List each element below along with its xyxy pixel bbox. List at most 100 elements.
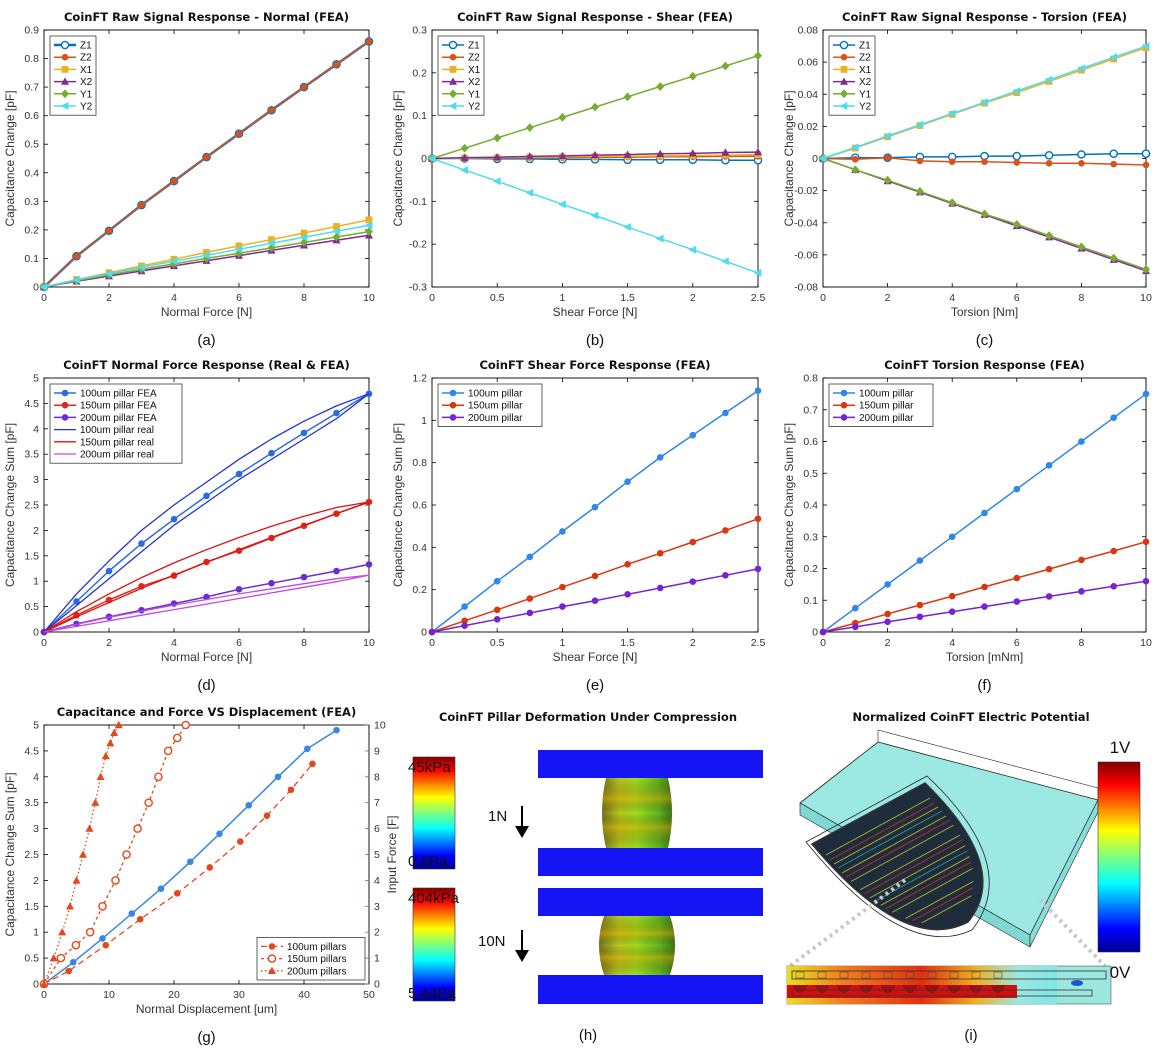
- chart-g: Capacitance and Force VS Displacement (F…: [3, 705, 399, 1046]
- y-axis-label-e: Capacitance Change Sum [pF]: [391, 423, 405, 587]
- data-point: [852, 623, 859, 631]
- y-tick-label: 0.3: [412, 25, 427, 37]
- data-point: [980, 98, 988, 107]
- legend-marker: [449, 66, 457, 73]
- legend-marker: [449, 389, 457, 397]
- data-point: [263, 812, 271, 819]
- data-point: [591, 597, 599, 604]
- data-point: [722, 527, 729, 534]
- legend-marker: [449, 414, 457, 421]
- data-point: [754, 515, 762, 523]
- y-tick-label: 0: [33, 979, 39, 991]
- chart-title-a: CoinFT Raw Signal Response - Normal (FEA…: [64, 10, 349, 24]
- y-tick-label: 3: [33, 823, 39, 835]
- legend-label: Y1: [859, 89, 872, 100]
- data-point: [170, 515, 178, 523]
- y-tick-label: -0.08: [794, 282, 818, 294]
- y-tick-label: 0.9: [24, 25, 39, 37]
- strip-cell: [883, 971, 893, 979]
- data-point: [300, 229, 308, 237]
- caption-e: (e): [586, 677, 604, 694]
- strip-cell: [861, 971, 871, 979]
- data-point: [558, 200, 566, 209]
- y-right-tick-label: 0: [374, 979, 380, 991]
- data-point: [202, 254, 211, 263]
- legend-label: 200um pillar real: [80, 450, 154, 461]
- y-tick-label: 1.5: [24, 901, 39, 913]
- y-tick-label: 0.3: [803, 531, 818, 543]
- data-point: [590, 211, 599, 220]
- x-tick-label: 2: [106, 292, 112, 304]
- bottom-colorbar-min: 5.44Pa: [408, 985, 456, 1002]
- data-point: [1110, 547, 1117, 555]
- y-tick-label: 0.02: [798, 121, 819, 133]
- data-point: [300, 238, 308, 247]
- y-axis-label-f: Capacitance Change Sum [pF]: [782, 423, 796, 587]
- data-point: [656, 82, 665, 91]
- chart-a: CoinFT Raw Signal Response - Normal (FEA…: [3, 10, 375, 349]
- chart-title-f: CoinFT Torsion Response (FEA): [884, 358, 1085, 372]
- data-point: [1045, 565, 1053, 573]
- legend-label: 150um pillar: [859, 401, 914, 412]
- legend-marker: [449, 53, 457, 61]
- data-point: [559, 583, 566, 591]
- chart-title-c: CoinFT Raw Signal Response - Torsion (FE…: [842, 10, 1127, 24]
- x-axis-label-b: Shear Force [N]: [553, 305, 638, 319]
- load-10n-label: 10N: [478, 933, 506, 950]
- caption-a: (a): [197, 332, 215, 349]
- data-point: [916, 613, 924, 621]
- x-tick-label: 30: [233, 989, 245, 1001]
- load-1n-label: 1N: [488, 808, 507, 825]
- chart-title-e: CoinFT Shear Force Response (FEA): [479, 358, 710, 372]
- y-right-axis-label: Input Force [F]: [385, 815, 399, 893]
- data-point: [268, 106, 275, 114]
- data-point: [656, 454, 664, 461]
- y-tick-label: 0.2: [24, 224, 39, 236]
- data-point: [591, 503, 599, 511]
- arrow-down-icon: [515, 930, 529, 962]
- data-point: [1077, 150, 1086, 159]
- legend-label: 200um pillar: [859, 413, 914, 424]
- chart-title-d: CoinFT Normal Force Response (Real & FEA…: [63, 358, 350, 372]
- zoom-line-right: [1038, 898, 1107, 968]
- data-point: [169, 257, 178, 266]
- data-point: [73, 598, 80, 605]
- y-tick-label: 0: [33, 627, 39, 639]
- legend-marker: [267, 954, 277, 963]
- bottom-colorbar-max: 404kPa: [408, 890, 460, 907]
- data-point: [1141, 149, 1151, 158]
- y-tick-label: 0.5: [24, 953, 39, 965]
- data-point: [138, 201, 145, 209]
- data-point: [170, 259, 178, 269]
- y-tick-label: 4: [33, 423, 39, 435]
- data-point: [300, 573, 308, 581]
- data-point: [66, 902, 74, 910]
- data-point: [99, 935, 106, 942]
- data-point: [915, 120, 924, 129]
- panel-h-caption: (h): [579, 1027, 597, 1044]
- data-point: [428, 628, 436, 636]
- data-point: [300, 83, 308, 91]
- data-point: [39, 283, 48, 291]
- x-tick-label: 0: [41, 637, 47, 649]
- legend-marker: [60, 40, 70, 50]
- legend-label: 150um pillar real: [80, 437, 154, 448]
- data-point: [852, 156, 859, 163]
- y-tick-label: 1.2: [412, 373, 427, 385]
- strip-bump: [858, 984, 874, 993]
- data-point: [1110, 414, 1117, 421]
- y-tick-label: 0: [33, 282, 39, 294]
- y-right-tick-label: 5: [374, 849, 380, 861]
- x-tick-label: 6: [1014, 637, 1020, 649]
- legend-marker: [61, 53, 69, 61]
- data-point: [72, 876, 81, 884]
- data-point: [559, 528, 566, 535]
- data-point: [133, 824, 142, 833]
- y-tick-label: 0: [812, 627, 818, 639]
- series-150um-pillar: [428, 515, 762, 636]
- data-point: [303, 745, 311, 753]
- data-point: [65, 967, 72, 975]
